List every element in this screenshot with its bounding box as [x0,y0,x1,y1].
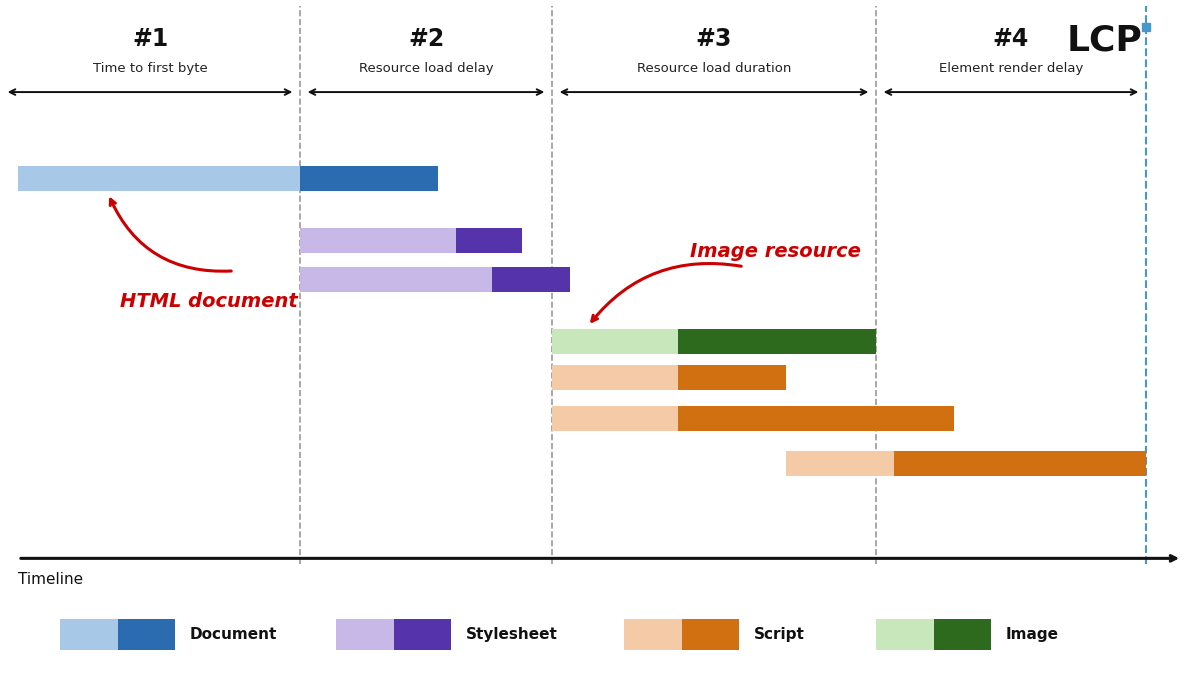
Text: LCP: LCP [1067,24,1142,58]
Bar [18,166,300,190]
Text: Element render delay: Element render delay [938,62,1084,75]
Text: Timeline: Timeline [18,572,83,587]
Bar [300,166,438,190]
Text: HTML document: HTML document [120,292,298,311]
Bar [492,267,570,292]
Bar [300,228,456,253]
Bar [336,619,394,650]
Bar [894,451,1146,476]
Bar [678,364,786,389]
Bar [786,451,894,476]
Bar [624,619,682,650]
Bar [552,406,678,431]
Text: Resource load duration: Resource load duration [637,62,791,75]
Text: Image: Image [1006,627,1058,642]
Text: Script: Script [754,627,804,642]
Bar [552,364,678,389]
Text: Document: Document [190,627,277,642]
Bar [552,329,678,354]
Bar [118,619,175,650]
Text: #4: #4 [992,26,1030,51]
Bar [456,228,522,253]
Text: #1: #1 [132,26,168,51]
Text: Stylesheet: Stylesheet [466,627,558,642]
Bar [678,329,876,354]
Bar [60,619,118,650]
Text: Resource load delay: Resource load delay [359,62,493,75]
Bar [394,619,451,650]
Bar [300,267,492,292]
Bar [682,619,739,650]
Bar [876,619,934,650]
Text: Image resource: Image resource [690,242,860,261]
Text: Time to first byte: Time to first byte [92,62,208,75]
Text: #3: #3 [696,26,732,51]
Text: #2: #2 [408,26,444,51]
Bar [934,619,991,650]
Bar [678,406,954,431]
